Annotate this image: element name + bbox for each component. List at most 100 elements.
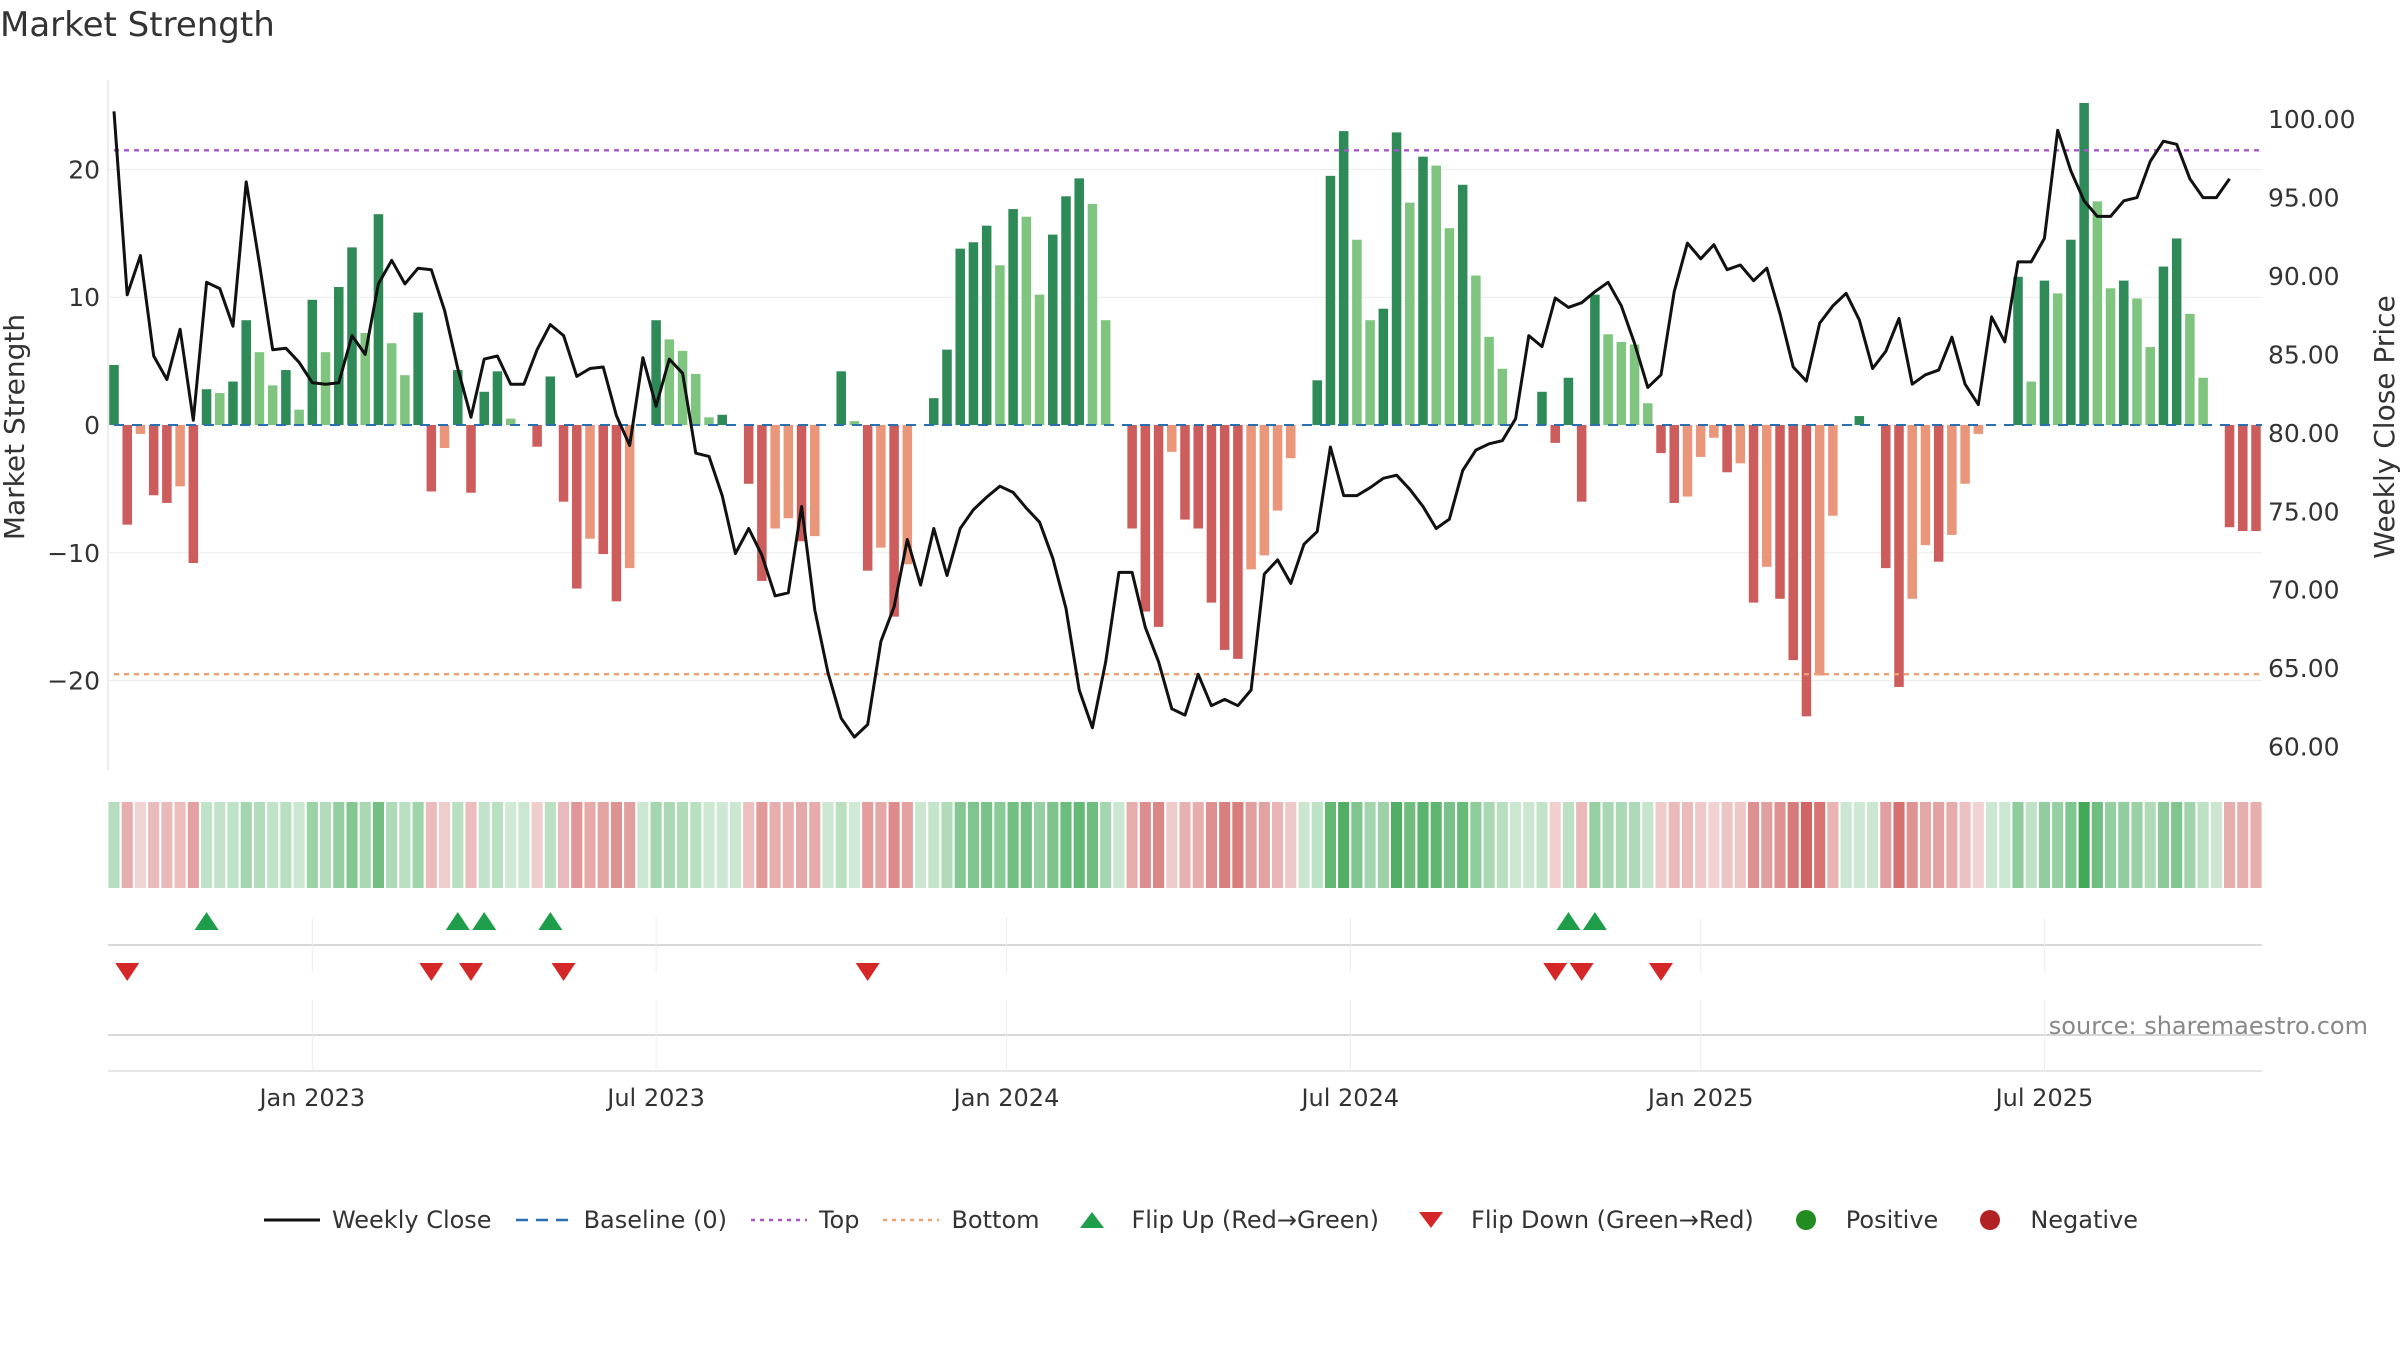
strength-bar	[704, 417, 714, 425]
strength-bar	[254, 352, 265, 425]
heat-cell	[2250, 802, 2262, 888]
y-tick-label: 20	[68, 155, 100, 184]
strength-bar	[1312, 380, 1322, 425]
circle-icon	[1795, 1210, 1816, 1230]
strength-bar	[1960, 425, 1970, 484]
y-tick-label: −10	[47, 539, 100, 568]
heat-cell	[505, 802, 517, 888]
strength-bar	[2251, 425, 2261, 532]
strength-bar	[757, 425, 767, 581]
heat-cell	[2091, 802, 2103, 888]
heat-cell	[2171, 802, 2183, 888]
heat-cell	[915, 802, 927, 888]
strength-bar	[400, 375, 410, 425]
y-right-tick-label: 100.00	[2268, 105, 2355, 134]
heat-cell	[901, 802, 913, 888]
legend-label: Positive	[1845, 1206, 1939, 1234]
strength-bar	[624, 425, 635, 569]
strength-bar	[572, 425, 582, 589]
heat-cell	[1338, 802, 1350, 888]
strength-bar	[175, 425, 185, 487]
strength-bar	[1669, 425, 1679, 503]
heat-cell	[1047, 802, 1059, 888]
strength-bar	[320, 352, 331, 425]
heat-cell	[1893, 802, 1905, 888]
x-tick-label: Jul 2024	[1299, 1084, 1399, 1112]
heat-cell	[1166, 802, 1178, 888]
heat-cell	[1470, 802, 1482, 888]
strength-bars	[109, 103, 2261, 717]
strength-bar	[1219, 425, 1230, 650]
strength-bar	[2066, 239, 2076, 425]
heat-cell	[2144, 802, 2156, 888]
strength-bar	[1643, 403, 1653, 425]
strength-bar	[148, 425, 159, 496]
strength-bar	[1061, 196, 1071, 425]
heat-cell	[2157, 802, 2169, 888]
heat-cell	[452, 802, 464, 888]
y-axis-label: Market Strength	[0, 314, 31, 540]
strength-bar	[1656, 425, 1666, 454]
strength-bar	[267, 385, 278, 425]
strength-bar	[1947, 425, 1957, 535]
strength-bar	[241, 320, 251, 425]
heat-cell	[1523, 802, 1535, 888]
strength-bar	[558, 425, 569, 502]
heat-cell	[2105, 802, 2117, 888]
heat-cell	[1800, 802, 1812, 888]
strength-bar	[1325, 175, 1336, 425]
heat-cell	[293, 802, 305, 888]
strength-bar	[1338, 131, 1349, 425]
strength-bar	[479, 391, 489, 425]
strength-bar	[439, 425, 450, 448]
strength-bar	[1391, 132, 1402, 425]
heat-cell	[544, 802, 556, 888]
heat-cell	[584, 802, 596, 888]
heat-cell	[1245, 802, 1257, 888]
strength-bar	[1471, 275, 1481, 425]
strength-bar	[1695, 425, 1706, 457]
strength-bar	[1206, 425, 1217, 603]
strength-bar	[1153, 425, 1164, 627]
strength-bar	[598, 425, 608, 555]
heat-cell	[1496, 802, 1508, 888]
strength-bar	[532, 425, 542, 447]
heat-cell	[1536, 802, 1548, 888]
chart-title: Market Strength	[0, 5, 275, 45]
heat-cell	[333, 802, 345, 888]
heat-cell	[1020, 802, 1032, 888]
heat-cell	[954, 802, 966, 888]
heat-cell	[174, 802, 186, 888]
strength-bar	[1352, 239, 1362, 425]
y-right-tick-label: 90.00	[2268, 262, 2340, 291]
legend-item: Weekly Close	[262, 1206, 492, 1234]
x-tick-label: Jan 2023	[257, 1084, 365, 1112]
heat-cell	[875, 802, 887, 888]
heat-cell	[491, 802, 503, 888]
strength-bar	[162, 425, 172, 503]
strength-bar	[1973, 425, 1984, 434]
strength-bar	[1537, 391, 1547, 425]
strength-bar	[1788, 425, 1798, 661]
strength-bar	[1920, 425, 1931, 546]
strength-bar	[373, 214, 384, 425]
heat-cell	[1748, 802, 1760, 888]
circle-icon	[1980, 1210, 2001, 1230]
heat-cell	[306, 802, 318, 888]
strength-bar	[1828, 425, 1838, 516]
heat-cell	[148, 802, 160, 888]
heat-cell	[1443, 802, 1455, 888]
flip-down-marker	[1569, 963, 1594, 981]
heat-cell	[253, 802, 265, 888]
source-note: source: sharemaestro.com	[2049, 1012, 2368, 1040]
strength-bar	[1378, 308, 1389, 425]
heat-cell	[1774, 802, 1786, 888]
heat-cell	[756, 802, 768, 888]
strength-bar	[1894, 425, 1904, 687]
legend-label: Flip Up (Red→Green)	[1131, 1206, 1380, 1234]
heat-cell	[320, 802, 332, 888]
heat-cell	[928, 802, 940, 888]
heat-cell	[386, 802, 398, 888]
heat-cell	[1959, 802, 1971, 888]
heat-cell	[346, 802, 358, 888]
